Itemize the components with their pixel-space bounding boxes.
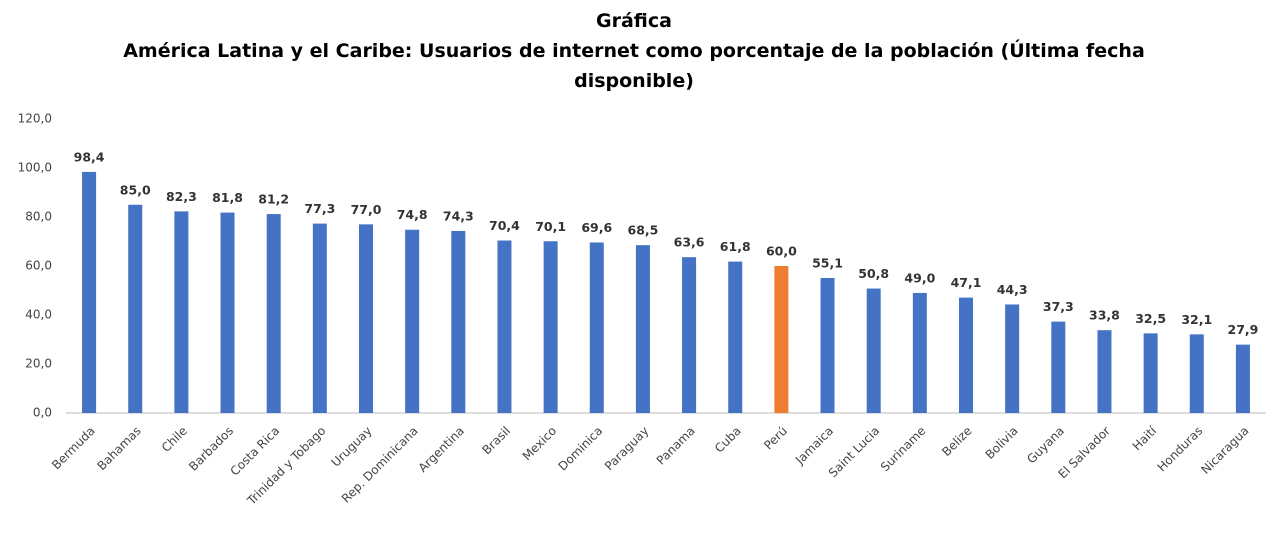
- bar: [543, 241, 558, 413]
- value-label: 32,5: [1135, 311, 1166, 326]
- value-label: 81,8: [212, 190, 243, 205]
- bar: [635, 245, 650, 413]
- chart-subtitle: América Latina y el Caribe: Usuarios de …: [123, 40, 1145, 92]
- value-label: 81,2: [258, 192, 289, 207]
- y-tick-label: 80,0: [25, 210, 52, 224]
- value-label: 49,0: [904, 270, 935, 285]
- x-tick-label: Paraguay: [602, 424, 652, 474]
- value-label: 77,0: [351, 202, 382, 217]
- value-label: 32,1: [1181, 312, 1212, 327]
- value-label: 44,3: [997, 282, 1028, 297]
- x-tick-label: Bermuda: [49, 424, 98, 473]
- y-tick-label: 0,0: [33, 406, 52, 420]
- value-label: 33,8: [1089, 308, 1120, 323]
- x-tick-label: Panama: [654, 424, 698, 468]
- x-tick-label: Nicaragua: [1198, 424, 1251, 477]
- y-tick-label: 100,0: [18, 161, 52, 175]
- x-tick-label: Cuba: [712, 424, 744, 456]
- x-tick-label: Guyana: [1024, 424, 1067, 467]
- value-label: 85,0: [120, 182, 151, 197]
- x-tick-label: Belize: [939, 424, 974, 459]
- bar: [174, 211, 189, 413]
- bar: [220, 212, 235, 413]
- bar: [866, 288, 881, 413]
- value-label: 77,3: [304, 201, 335, 216]
- x-tick-label: Haití: [1130, 423, 1160, 453]
- bar: [82, 171, 97, 413]
- bar: [312, 223, 327, 413]
- bar: [1005, 304, 1020, 413]
- x-tick-label: Perú: [761, 424, 790, 453]
- y-tick-label: 40,0: [25, 308, 52, 322]
- bar: [128, 204, 143, 413]
- value-label: 47,1: [951, 275, 982, 290]
- x-tick-label: Bolivia: [983, 424, 1021, 462]
- x-tick-label: Chile: [159, 424, 190, 455]
- value-label: 27,9: [1228, 322, 1259, 337]
- bar: [728, 261, 743, 413]
- bar: [1143, 333, 1158, 413]
- bar: [1097, 330, 1112, 413]
- bar: [912, 292, 927, 413]
- bar: [820, 278, 835, 413]
- bar: [959, 297, 973, 413]
- titles: Gráfica América Latina y el Caribe: Usua…: [0, 6, 1268, 96]
- bar: [497, 240, 512, 413]
- value-label: 74,3: [443, 208, 474, 223]
- value-label: 69,6: [581, 220, 612, 235]
- bar: [774, 266, 789, 413]
- x-tick-label: Argentina: [416, 424, 467, 475]
- bar: [682, 257, 697, 413]
- value-label: 55,1: [812, 256, 843, 271]
- x-tick-label: Uruguay: [329, 424, 375, 470]
- bar: [589, 242, 604, 413]
- chart-title: Gráfica: [596, 10, 672, 32]
- bar: [1051, 321, 1066, 413]
- x-tick-label: Brasil: [480, 424, 514, 458]
- x-tick-label: Dominica: [556, 424, 606, 474]
- x-tick-label: Suriname: [878, 424, 929, 475]
- value-label: 74,8: [397, 207, 428, 222]
- bar: [359, 224, 373, 413]
- value-label: 61,8: [720, 239, 751, 254]
- value-label: 82,3: [166, 189, 197, 204]
- x-tick-label: Jamaica: [792, 424, 836, 468]
- bar: [451, 230, 466, 413]
- y-tick-label: 120,0: [18, 112, 52, 126]
- y-tick-label: 60,0: [25, 259, 52, 273]
- value-label: 37,3: [1043, 299, 1074, 314]
- value-label: 50,8: [858, 266, 889, 281]
- x-tick-label: Mexico: [520, 424, 560, 464]
- value-label: 63,6: [674, 235, 705, 250]
- value-label: 70,1: [535, 219, 566, 234]
- bar: [1235, 344, 1250, 413]
- x-tick-label: Trinidad y Tobago: [244, 424, 329, 509]
- bar: [1189, 334, 1204, 413]
- value-label: 68,5: [628, 223, 659, 238]
- value-label: 70,4: [489, 218, 520, 233]
- y-tick-label: 20,0: [25, 357, 52, 371]
- bar: [405, 229, 420, 413]
- bar: [266, 214, 281, 413]
- x-tick-label: Bahamas: [94, 424, 143, 473]
- value-label: 98,4: [74, 149, 105, 164]
- value-label: 60,0: [766, 244, 797, 259]
